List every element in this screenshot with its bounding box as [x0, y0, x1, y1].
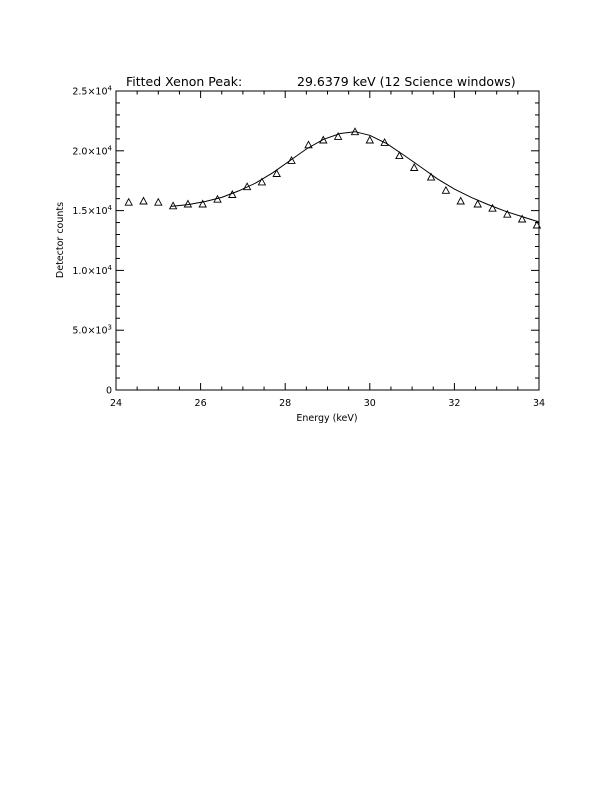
x-tick-label: 34 — [533, 398, 545, 409]
data-point — [380, 137, 389, 146]
y-tick-label: 1.5×104 — [72, 204, 112, 217]
data-point — [333, 131, 343, 140]
axis-ticks — [115, 90, 540, 391]
x-tick-label: 30 — [364, 398, 376, 409]
data-point — [409, 163, 419, 171]
plot-frame — [115, 90, 540, 391]
y-axis-label: Detector counts — [55, 202, 66, 278]
data-point — [272, 169, 281, 177]
data-point — [441, 185, 451, 194]
data-point — [488, 203, 497, 212]
data-point — [426, 172, 436, 181]
fit-line-group — [170, 131, 540, 223]
data-point — [213, 194, 222, 203]
data-point — [228, 190, 237, 198]
data-point — [124, 197, 133, 206]
data-point — [319, 135, 328, 144]
chart-title-right: 29.6379 keV (12 Science windows) — [297, 74, 516, 89]
y-tick-label: 2.0×104 — [72, 144, 112, 157]
y-tick-label: 5.0×103 — [72, 324, 112, 337]
x-tick-label: 32 — [448, 398, 460, 409]
data-point — [242, 182, 252, 191]
data-points — [124, 127, 542, 229]
data-point — [473, 199, 482, 208]
x-axis-label: Energy (keV) — [296, 413, 357, 424]
data-point — [456, 196, 465, 205]
x-tick-label: 28 — [279, 398, 291, 409]
y-tick-label: 0 — [106, 386, 112, 397]
data-point — [395, 151, 404, 160]
data-point — [503, 209, 512, 218]
y-tick-label: 2.5×104 — [72, 85, 112, 98]
data-point — [198, 199, 207, 208]
x-tick-label: 24 — [110, 398, 122, 409]
data-point — [168, 201, 178, 210]
data-point — [154, 197, 163, 206]
chart-title-left: Fitted Xenon Peak: — [126, 74, 242, 89]
data-point — [350, 127, 360, 136]
fit-line — [170, 131, 540, 223]
data-point — [183, 199, 193, 208]
x-tick-labels: 24 26 28 30 32 34 — [110, 398, 545, 409]
data-point — [257, 177, 267, 186]
y-tick-labels: 0 5.0×103 1.0×104 1.5×104 2.0×104 2.5×104 — [72, 85, 112, 397]
x-tick-label: 26 — [195, 398, 207, 409]
data-point — [304, 140, 313, 149]
data-point — [532, 220, 542, 229]
data-point — [517, 214, 527, 223]
data-point — [365, 135, 375, 144]
data-point — [287, 155, 296, 164]
data-point — [139, 196, 148, 205]
y-tick-label: 1.0×104 — [72, 264, 112, 277]
